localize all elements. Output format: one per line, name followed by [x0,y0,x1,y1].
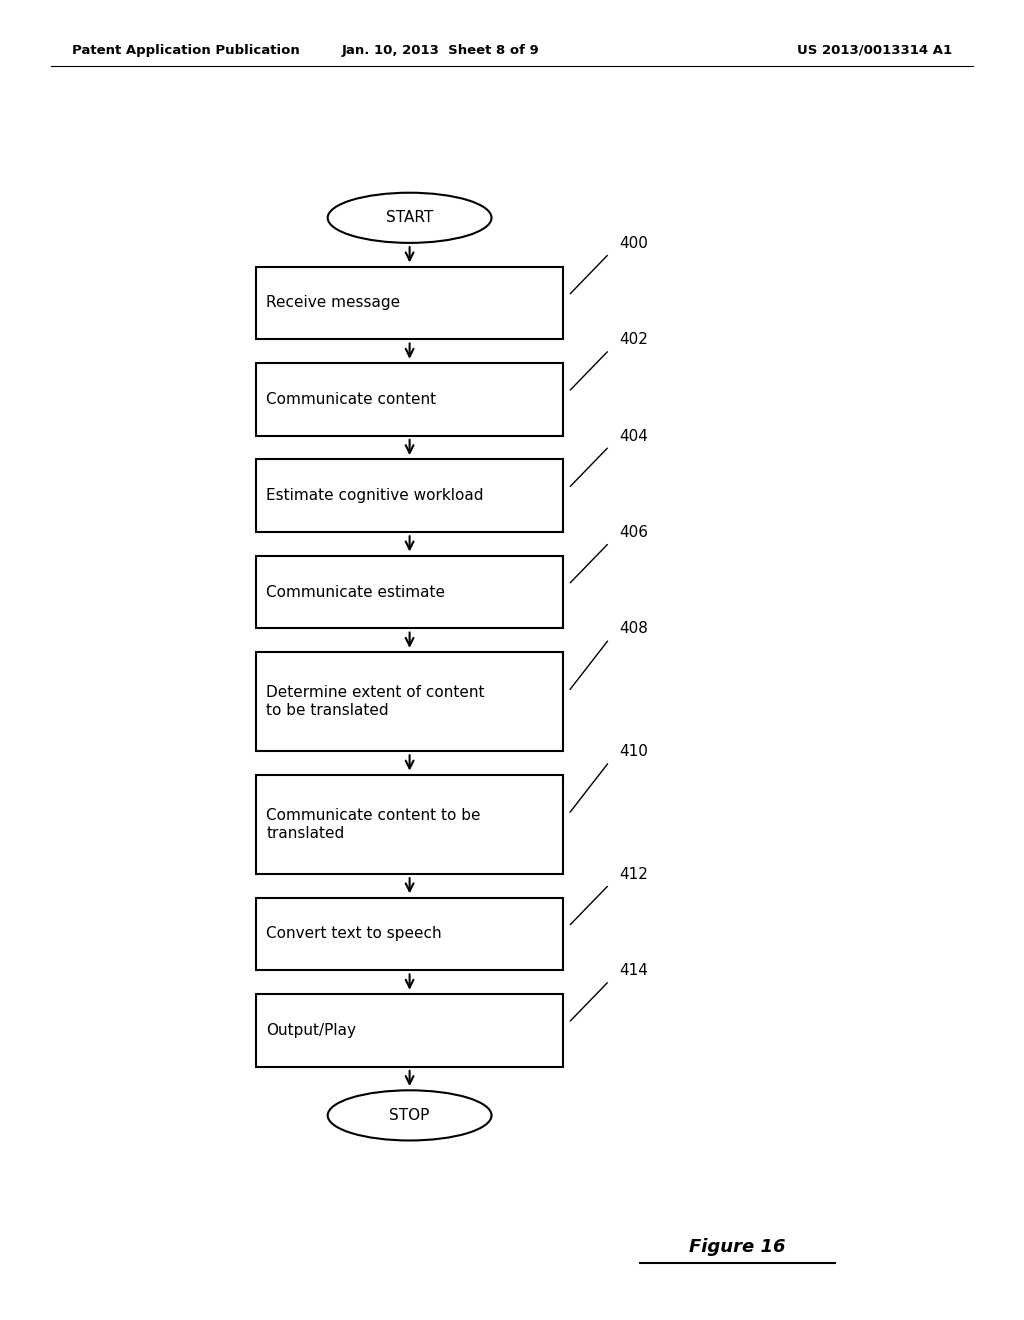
FancyBboxPatch shape [256,775,563,874]
Text: 412: 412 [620,867,648,882]
Ellipse shape [328,1090,492,1140]
FancyBboxPatch shape [256,898,563,970]
Text: Communicate content: Communicate content [266,392,436,407]
Text: 400: 400 [620,236,648,251]
Text: Receive message: Receive message [266,296,400,310]
Text: Output/Play: Output/Play [266,1023,356,1038]
FancyBboxPatch shape [256,363,563,436]
Text: 408: 408 [620,622,648,636]
Text: Communicate estimate: Communicate estimate [266,585,445,599]
Text: STOP: STOP [389,1107,430,1123]
Text: 414: 414 [620,964,648,978]
Text: Determine extent of content
to be translated: Determine extent of content to be transl… [266,685,484,718]
Text: Estimate cognitive workload: Estimate cognitive workload [266,488,483,503]
Text: START: START [386,210,433,226]
FancyBboxPatch shape [256,652,563,751]
Ellipse shape [328,193,492,243]
Text: 410: 410 [620,744,648,759]
Text: Patent Application Publication: Patent Application Publication [72,44,299,57]
FancyBboxPatch shape [256,459,563,532]
FancyBboxPatch shape [256,556,563,628]
Text: Figure 16: Figure 16 [689,1238,785,1257]
Text: Convert text to speech: Convert text to speech [266,927,442,941]
Text: Communicate content to be
translated: Communicate content to be translated [266,808,480,841]
Text: 404: 404 [620,429,648,444]
Text: 402: 402 [620,333,648,347]
FancyBboxPatch shape [256,994,563,1067]
Text: Jan. 10, 2013  Sheet 8 of 9: Jan. 10, 2013 Sheet 8 of 9 [341,44,540,57]
Text: 406: 406 [620,525,648,540]
Text: US 2013/0013314 A1: US 2013/0013314 A1 [798,44,952,57]
FancyBboxPatch shape [256,267,563,339]
